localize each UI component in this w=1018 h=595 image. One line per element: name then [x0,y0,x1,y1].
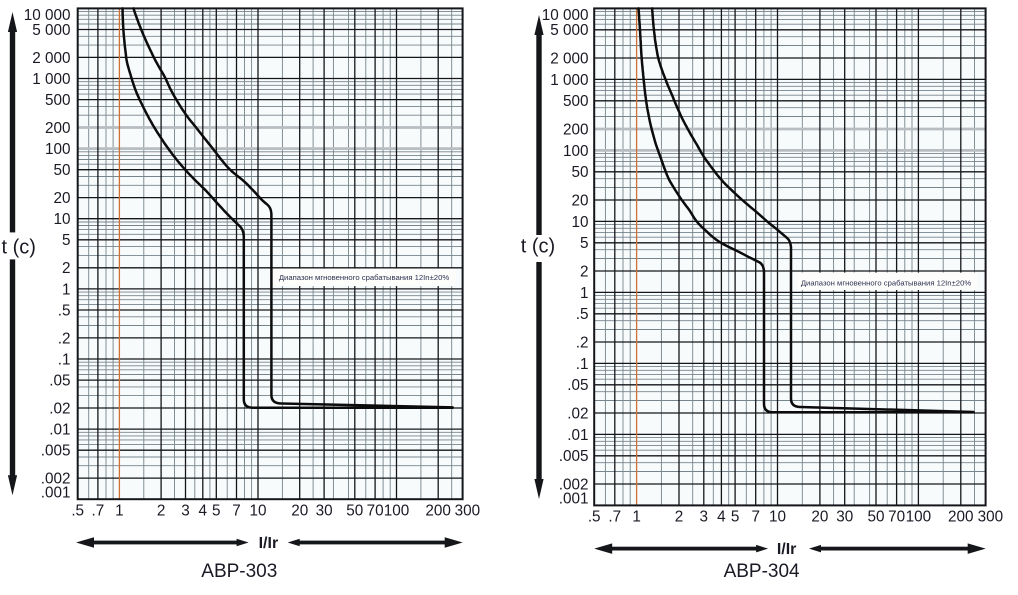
svg-text:5 000: 5 000 [550,22,588,39]
svg-text:500: 500 [563,93,589,110]
svg-text:АВР-304: АВР-304 [724,561,800,582]
svg-text:2: 2 [62,260,71,277]
svg-text:.05: .05 [567,377,588,394]
svg-text:10 000: 10 000 [542,7,589,24]
svg-text:50: 50 [867,509,884,526]
svg-text:1 000: 1 000 [32,71,70,88]
svg-text:.005: .005 [559,448,589,465]
svg-text:100: 100 [384,503,410,520]
svg-text:.2: .2 [576,334,589,351]
svg-text:10: 10 [571,214,588,231]
svg-text:10 000: 10 000 [24,7,71,24]
svg-text:1 000: 1 000 [550,72,588,89]
svg-text:300: 300 [978,509,1004,526]
svg-text:.001: .001 [559,491,589,508]
svg-text:.005: .005 [41,443,71,460]
svg-text:30: 30 [836,509,853,526]
svg-text:.2: .2 [58,330,71,347]
svg-text:АВР-303: АВР-303 [201,561,277,582]
svg-text:5: 5 [212,503,221,520]
svg-text:.002: .002 [559,476,589,493]
svg-text:20: 20 [53,190,70,207]
svg-text:10: 10 [769,509,786,526]
svg-text:1: 1 [632,509,641,526]
svg-text:.001: .001 [41,484,71,501]
svg-text:.002: .002 [41,471,71,488]
svg-text:.05: .05 [49,373,70,390]
svg-text:2 000: 2 000 [32,50,70,67]
svg-text:100: 100 [563,143,589,160]
svg-text:1: 1 [115,503,124,520]
svg-text:Диапазон мгновенного срабатыва: Диапазон мгновенного срабатывания 12In±2… [279,273,450,282]
svg-text:10: 10 [53,211,70,228]
svg-text:.5: .5 [576,306,589,323]
svg-text:100: 100 [906,509,932,526]
svg-text:5: 5 [580,235,589,252]
svg-text:.5: .5 [588,509,601,526]
svg-text:500: 500 [45,92,71,109]
svg-text:1: 1 [580,285,589,302]
svg-text:2: 2 [675,509,684,526]
svg-text:I/Ir: I/Ir [259,535,279,552]
svg-text:100: 100 [45,141,71,158]
svg-text:Диапазон мгновенного срабатыва: Диапазон мгновенного срабатывания 12In±2… [801,278,972,287]
svg-text:10: 10 [249,503,266,520]
svg-text:.02: .02 [49,400,70,417]
svg-text:20: 20 [291,503,308,520]
svg-text:t (c): t (c) [1,237,35,259]
svg-text:.1: .1 [58,351,71,368]
svg-text:200: 200 [425,503,451,520]
svg-text:3: 3 [181,503,190,520]
svg-text:2: 2 [580,263,589,280]
svg-text:2: 2 [157,503,166,520]
svg-text:50: 50 [571,164,588,181]
svg-text:7: 7 [751,509,760,526]
svg-text:30: 30 [316,503,333,520]
svg-text:5: 5 [62,232,71,249]
svg-text:4: 4 [717,509,726,526]
svg-text:.02: .02 [567,405,588,422]
svg-text:200: 200 [948,509,974,526]
svg-text:.5: .5 [71,503,84,520]
svg-text:2 000: 2 000 [550,50,588,67]
svg-text:1: 1 [62,281,71,298]
svg-text:.5: .5 [58,302,71,319]
svg-text:300: 300 [455,503,481,520]
svg-text:t (c): t (c) [521,236,555,258]
svg-text:20: 20 [811,509,828,526]
svg-text:.7: .7 [92,503,105,520]
svg-text:70: 70 [888,509,905,526]
svg-text:5: 5 [731,509,740,526]
svg-text:4: 4 [199,503,208,520]
svg-text:70: 70 [367,503,384,520]
svg-text:7: 7 [232,503,241,520]
svg-text:50: 50 [346,503,363,520]
svg-text:.01: .01 [567,427,588,444]
svg-text:200: 200 [563,121,589,138]
svg-text:50: 50 [53,162,70,179]
svg-text:20: 20 [571,192,588,209]
svg-text:.7: .7 [608,509,621,526]
svg-text:200: 200 [45,120,71,137]
svg-text:3: 3 [700,509,709,526]
svg-text:5 000: 5 000 [32,22,70,39]
svg-text:I/Ir: I/Ir [777,541,797,558]
svg-text:.1: .1 [576,356,589,373]
svg-text:.01: .01 [49,422,70,439]
